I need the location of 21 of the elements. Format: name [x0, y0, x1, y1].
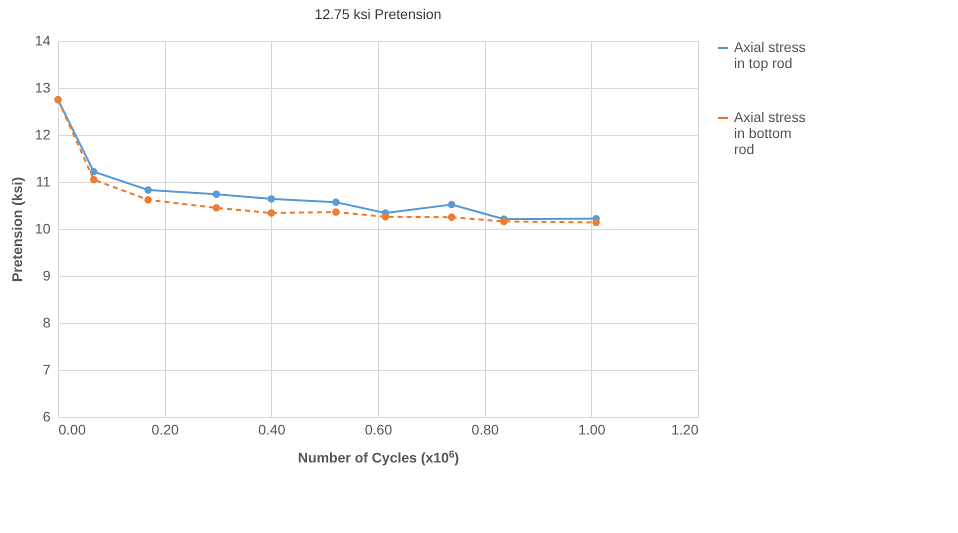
y-tick-label: 10: [34, 220, 51, 236]
x-axis-title: Number of Cycles (x10$^{6}$): [298, 449, 460, 466]
y-tick-label: 8: [42, 314, 51, 330]
x-tick-label: 0.20: [152, 422, 180, 438]
x-tick-label: 0.40: [258, 422, 286, 438]
legend-label: Axial stress in top rod: [734, 39, 806, 71]
y-tick-label: 12: [34, 126, 51, 142]
legend-label: Axial stress in bottom rod: [734, 109, 806, 157]
y-tick-label: 6: [42, 408, 51, 424]
x-tick-label: 0.00: [58, 422, 86, 438]
x-tick-label: 0.60: [364, 422, 392, 438]
y-tick-label: 7: [42, 362, 51, 378]
chart-title: 12.75 ksi Pretension: [314, 6, 442, 22]
x-tick-label: 1.20: [671, 422, 699, 438]
y-tick-label: 9: [42, 268, 51, 284]
y-tick-label: 13: [34, 80, 51, 96]
x-tick-label: 1.00: [578, 422, 606, 438]
y-tick-label: 11: [36, 174, 51, 190]
y-tick-label: 14: [34, 32, 51, 48]
x-tick-label: 0.80: [472, 422, 500, 438]
y-axis-title: Pretension (ksi): [8, 176, 25, 282]
